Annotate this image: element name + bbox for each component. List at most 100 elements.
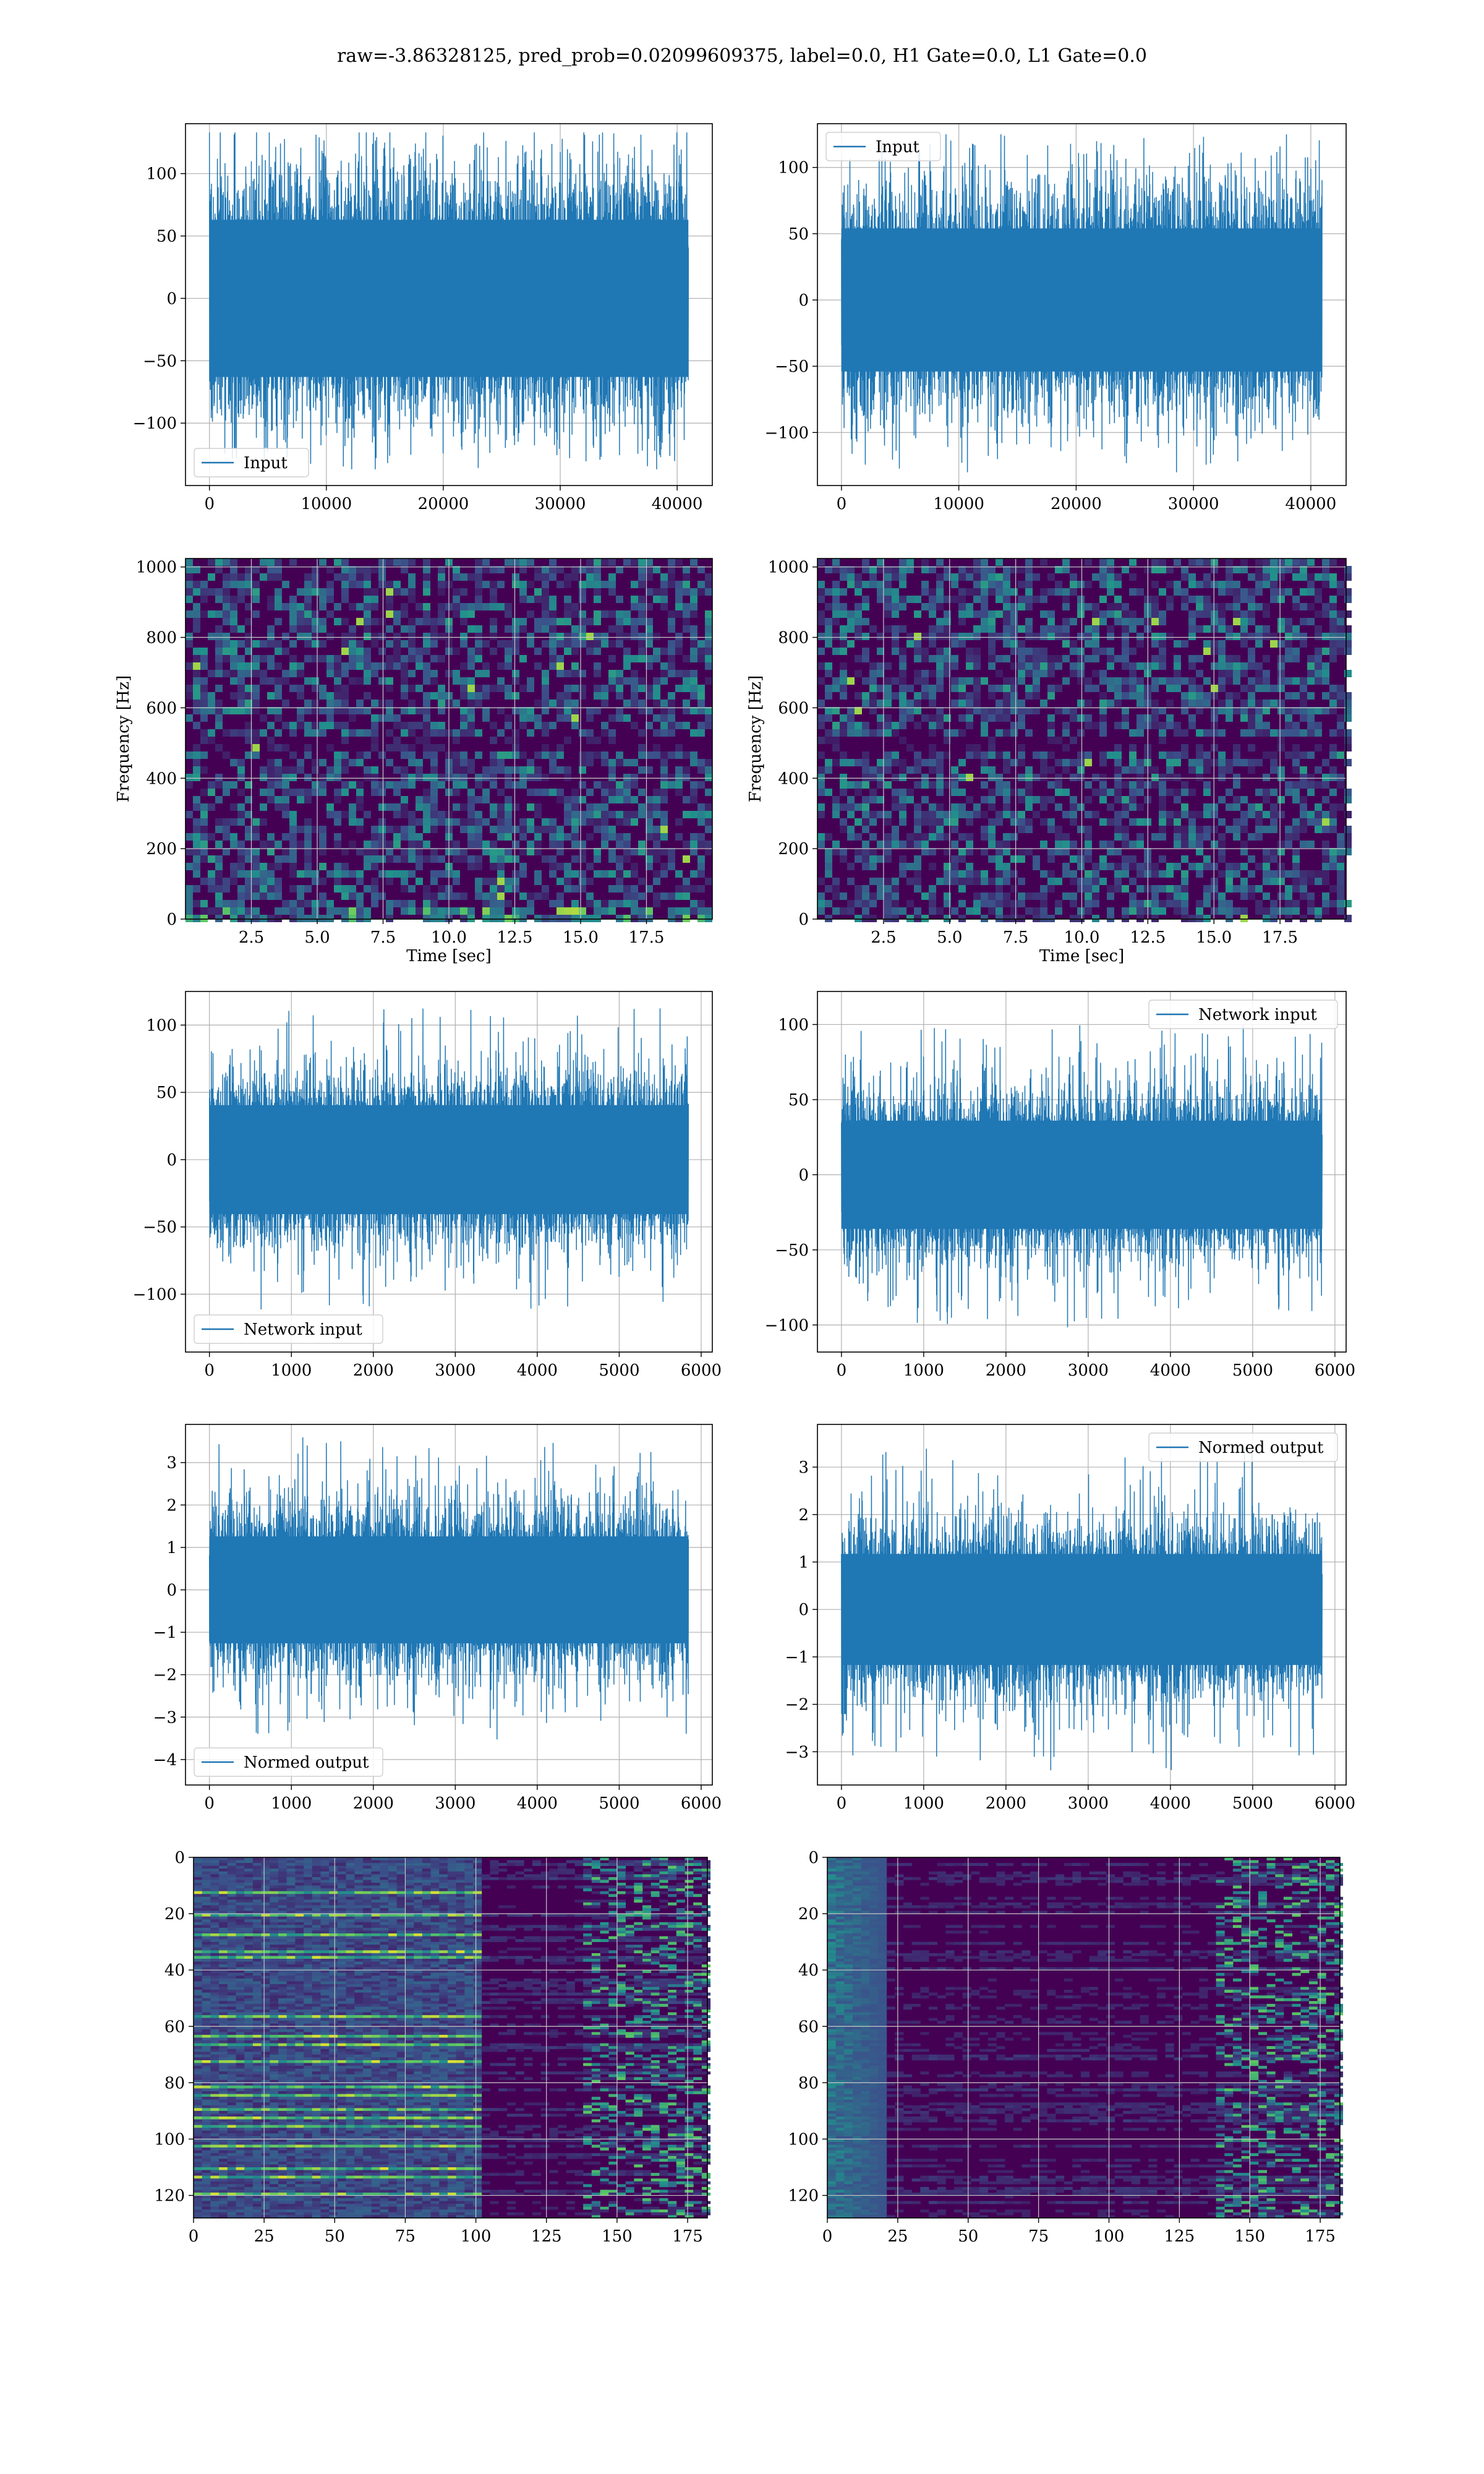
spec_l1-cell [1292, 751, 1300, 759]
spec_l1-cell [1285, 714, 1292, 722]
spec_h1-cell [267, 573, 275, 581]
spec_h1-cell [660, 588, 668, 596]
feat_h1-cell [337, 1877, 347, 1880]
spec_l1-cell [1010, 818, 1018, 826]
feat_h1-cell [642, 1863, 652, 1866]
spec_h1-cell [423, 744, 430, 751]
spec_h1-cell [430, 774, 438, 781]
spec_l1-cell [847, 729, 855, 737]
spec_h1-cell [705, 848, 712, 855]
spec_h1-cell [675, 588, 683, 596]
feat_h1-cell [422, 1871, 432, 1875]
spec_h1-cell [467, 803, 475, 811]
norm_l1-legend-label: Normed output [1198, 1439, 1324, 1457]
spec_l1-cell [862, 811, 869, 818]
spec_h1-cell [467, 603, 475, 610]
spec_h1-panel: 2.5 5.0 7.5 10.0 12.5 15.0 17.5020040060080010… [114, 558, 713, 965]
spec_l1-cell [1070, 855, 1077, 863]
spec_h1-cell [616, 610, 623, 618]
spec_h1-cell [408, 655, 416, 662]
spec_l1-cell [899, 803, 906, 811]
feat_h1-cell [473, 1874, 482, 1878]
spec_h1-cell [690, 848, 697, 855]
spec_l1-cell [1188, 633, 1196, 640]
spec_h1-cell [341, 737, 349, 744]
spec_h1-cell [534, 774, 542, 781]
spec_l1-cell [973, 700, 981, 707]
spec_l1-cell [996, 714, 1003, 722]
spec_l1-cell [1196, 700, 1203, 707]
spec_l1-cell [1062, 618, 1070, 625]
spec_h1-cell [193, 759, 200, 766]
spec_l1-cell [958, 789, 966, 796]
spec_h1-cell [668, 907, 675, 915]
net_h1-xtick-label: 6000 [681, 1361, 722, 1380]
spec_h1-cell [252, 751, 260, 759]
spec_h1-cell [579, 729, 586, 737]
spec_l1-cell [840, 566, 847, 573]
spec_h1-cell [312, 610, 319, 618]
spec_h1-cell [646, 751, 653, 759]
spec_h1-cell [401, 848, 408, 855]
spec_l1-cell [1099, 855, 1107, 863]
spec_l1-cell [1240, 670, 1248, 677]
spec_l1-cell [966, 573, 973, 581]
spec_l1-xlabel: Time [sec] [1039, 947, 1125, 965]
spec_l1-cell [921, 648, 929, 655]
feat_h1-cell [278, 1882, 288, 1886]
spec_h1-cell [616, 707, 623, 714]
spec_h1-cell [430, 781, 438, 789]
spec_l1-cell [1233, 796, 1240, 803]
spec_l1-cell [817, 662, 825, 670]
spec_l1-cell [1129, 900, 1136, 907]
spec_h1-cell [267, 774, 275, 781]
spec_l1-cell [1018, 566, 1025, 573]
spec_l1-cell [1055, 774, 1062, 781]
spec_h1-cell [497, 855, 505, 863]
feat_h1-cell [278, 1863, 288, 1866]
spec_h1-cell [490, 766, 497, 774]
feat_h1-cell [668, 1871, 677, 1875]
spec_l1-cell [1122, 885, 1129, 892]
feat_h1-cell [430, 1894, 440, 1898]
spec_h1-cell [312, 618, 319, 625]
spec_h1-cell [668, 714, 675, 722]
spec_h1-cell [571, 833, 579, 841]
spec_l1-cell [1040, 588, 1047, 596]
spec_l1-cell [958, 759, 966, 766]
spec_l1-cell [1322, 662, 1329, 670]
spec_l1-cell [1166, 566, 1174, 573]
spec_h1-cell [683, 625, 690, 633]
spec_l1-cell [884, 878, 892, 885]
spec_h1-cell [482, 766, 490, 774]
spec_h1-cell [371, 781, 378, 789]
spec_l1-cell [862, 826, 869, 833]
spec_h1-cell [638, 685, 646, 692]
spec_h1-cell [356, 662, 364, 670]
spec_h1-cell [267, 766, 275, 774]
spec_l1-cell [1099, 722, 1107, 729]
feat_h1-cell [456, 1857, 465, 1860]
spec_h1-cell [193, 848, 200, 855]
spec_l1-cell [1174, 581, 1181, 588]
spec_l1-cell [988, 573, 996, 581]
spec_h1-cell [401, 662, 408, 670]
spec_h1-cell [608, 781, 616, 789]
spec_h1-cell [267, 915, 275, 922]
spec_l1-cell [1233, 581, 1240, 588]
spec_h1-cell [230, 677, 237, 685]
spec_h1-cell [594, 610, 601, 618]
spec_h1-cell [289, 603, 297, 610]
spec_h1-cell [579, 811, 586, 818]
feat_h1-cell [210, 1877, 220, 1880]
spec_h1-cell [319, 722, 326, 729]
feat_h1-cell [422, 1888, 432, 1891]
spec_h1-cell [401, 566, 408, 573]
spec_l1-cell [1114, 722, 1122, 729]
spec_l1-cell [1085, 581, 1092, 588]
spec_l1-cell [855, 655, 862, 662]
input_h1-legend: Input [194, 448, 309, 477]
feat_h1-cell [337, 1880, 347, 1883]
feat_h1-cell [684, 1863, 694, 1866]
feat_h1-cell [583, 1857, 592, 1860]
